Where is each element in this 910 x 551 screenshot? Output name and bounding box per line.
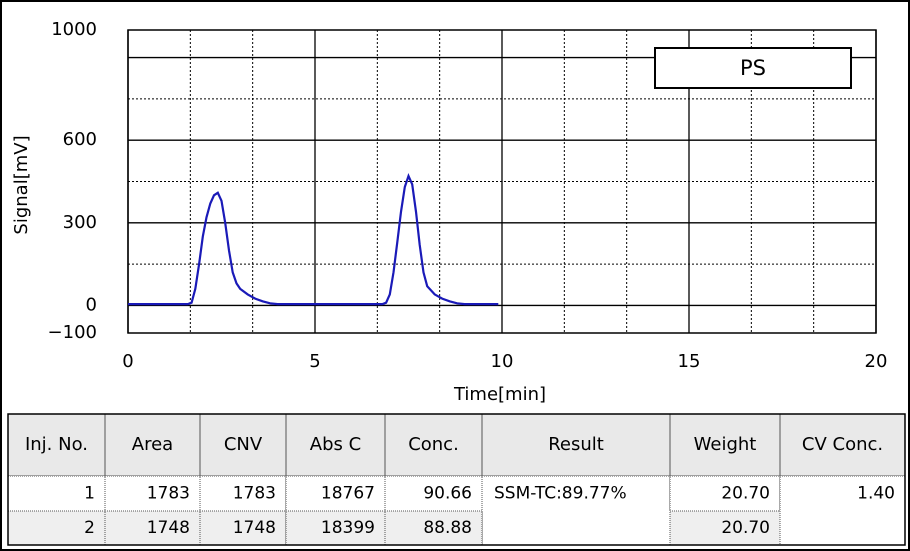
cell-text: 20.70 (721, 484, 770, 504)
header-text: Weight (694, 434, 757, 455)
cell-text: 1783 (147, 484, 190, 504)
cell-text: 1.40 (857, 484, 895, 504)
header-text: Conc. (408, 434, 459, 455)
x-axis-label: Time[min] (453, 384, 546, 405)
y-tick-label: −100 (48, 322, 97, 343)
header-text: Inj. No. (25, 434, 88, 455)
table-cell (669, 475, 781, 512)
header-cell (669, 413, 781, 477)
table-cell (104, 475, 201, 512)
table-cell (285, 510, 386, 546)
y-tick-label: 0 (86, 294, 97, 315)
table-cell (104, 510, 201, 546)
header-cell (199, 413, 287, 477)
table-cell (669, 510, 781, 546)
header-text: Result (548, 434, 604, 455)
y-tick-label: 1000 (51, 19, 97, 40)
header-cell (779, 413, 906, 477)
x-tick-label: 20 (865, 351, 888, 372)
legend-label: PS (740, 56, 766, 80)
table-frame (7, 413, 906, 546)
header-cell (104, 413, 201, 477)
cell-text: 1783 (233, 484, 276, 504)
cell-text: 1748 (233, 518, 276, 538)
table-cell (384, 510, 483, 546)
cell-text: 90.66 (423, 484, 472, 504)
table-cell (285, 475, 386, 512)
table-cell (7, 475, 106, 512)
legend-box (654, 47, 852, 89)
x-tick-label: 15 (678, 351, 701, 372)
cell-text: 18399 (321, 518, 375, 538)
y-axis-label: Signal[mV] (11, 135, 32, 234)
header-text: CNV (224, 434, 263, 455)
data-line (128, 172, 499, 306)
cell-text: 1748 (147, 518, 190, 538)
table-cell (7, 510, 106, 546)
y-tick-label: 300 (63, 212, 97, 233)
cell-text: SSM-TC:89.77% (494, 484, 627, 504)
y-tick-label: 600 (63, 129, 97, 150)
x-tick-label: 0 (122, 351, 133, 372)
header-text: Abs C (310, 434, 361, 455)
x-tick-label: 5 (309, 351, 320, 372)
header-text: Area (132, 434, 173, 455)
cell-text: 1 (84, 484, 95, 504)
cell-text: 88.88 (423, 518, 472, 538)
plot-frame (127, 29, 877, 334)
table-cell (384, 475, 483, 512)
x-tick-label: 10 (491, 351, 514, 372)
cell-text: 20.70 (721, 518, 770, 538)
header-cell (285, 413, 386, 477)
table-cell (481, 475, 671, 546)
cell-text: 2 (84, 518, 95, 538)
table-cell (779, 475, 906, 546)
cell-text: 18767 (321, 484, 375, 504)
header-text: CV Conc. (802, 434, 883, 455)
